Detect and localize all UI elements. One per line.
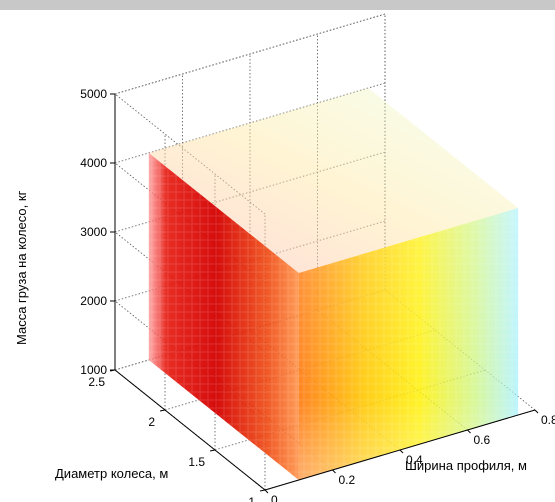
x-tick-label: 0.8 bbox=[541, 413, 555, 427]
z-tick-label: 4000 bbox=[80, 156, 107, 170]
volume-side-fade bbox=[298, 208, 519, 480]
x-tick-label: 0.4 bbox=[406, 453, 423, 467]
z-axis-label: Масса груза на колесо, кг bbox=[14, 190, 29, 345]
volume-front-voxels bbox=[148, 153, 299, 480]
window-top-strip bbox=[0, 0, 555, 10]
y-tick-mark bbox=[209, 449, 216, 452]
x-axis-label: Ширина профиля, м bbox=[405, 458, 527, 473]
x-tick-mark bbox=[399, 449, 404, 454]
y-tick-label: 2 bbox=[148, 415, 155, 429]
x-tick-mark bbox=[264, 489, 269, 494]
x-tick-mark bbox=[534, 409, 539, 414]
y-tick-mark bbox=[259, 489, 266, 492]
z-tick-label: 1000 bbox=[80, 363, 107, 377]
x-tick-label: 0 bbox=[271, 493, 278, 502]
volume-top-face bbox=[148, 88, 519, 273]
x-tick-label: 0.6 bbox=[474, 433, 491, 447]
y-tick-mark bbox=[159, 409, 166, 412]
z-tick-label: 3000 bbox=[80, 225, 107, 239]
y-tick-label: 1 bbox=[248, 495, 255, 502]
x-tick-mark bbox=[332, 469, 336, 474]
z-tick-label: 5000 bbox=[80, 87, 107, 101]
x-tick-label: 0.2 bbox=[339, 473, 356, 487]
y-tick-label: 1.5 bbox=[188, 455, 205, 469]
y-tick-label: 2.5 bbox=[88, 375, 105, 389]
data-volume bbox=[148, 88, 519, 480]
grid-line bbox=[114, 13, 386, 95]
y-axis-line bbox=[114, 369, 266, 491]
z-tick-label: 2000 bbox=[80, 294, 107, 308]
x-tick-mark bbox=[467, 429, 471, 434]
y-axis-label: Диаметр колеса, м bbox=[55, 466, 168, 481]
